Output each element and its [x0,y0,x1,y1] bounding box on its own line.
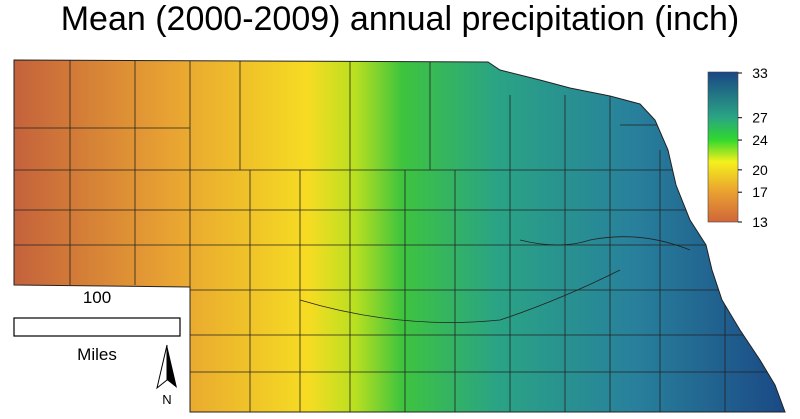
legend-colorbar [707,71,739,223]
legend-tick-label: 20 [752,162,768,178]
scale-unit: Miles [77,345,117,364]
county-lines [14,60,785,412]
map-title: Mean (2000-2009) annual precipitation (i… [61,0,740,38]
legend-tick-label: 33 [752,65,768,81]
state-map [13,59,786,413]
legend-tick-label: 17 [752,184,768,200]
legend-tick-label: 13 [752,214,768,230]
legend-tick-label: 27 [752,110,768,126]
north-label: N [162,392,171,407]
precipitation-surface [13,59,786,413]
north-arrow: N [156,344,177,407]
scale-distance: 100 [83,288,111,307]
legend-tick-label: 24 [752,132,768,148]
legend: 33 27 24 20 17 13 [707,65,768,230]
scale-bar: 100 Miles [13,288,181,364]
scale-bar-rect [13,317,181,337]
